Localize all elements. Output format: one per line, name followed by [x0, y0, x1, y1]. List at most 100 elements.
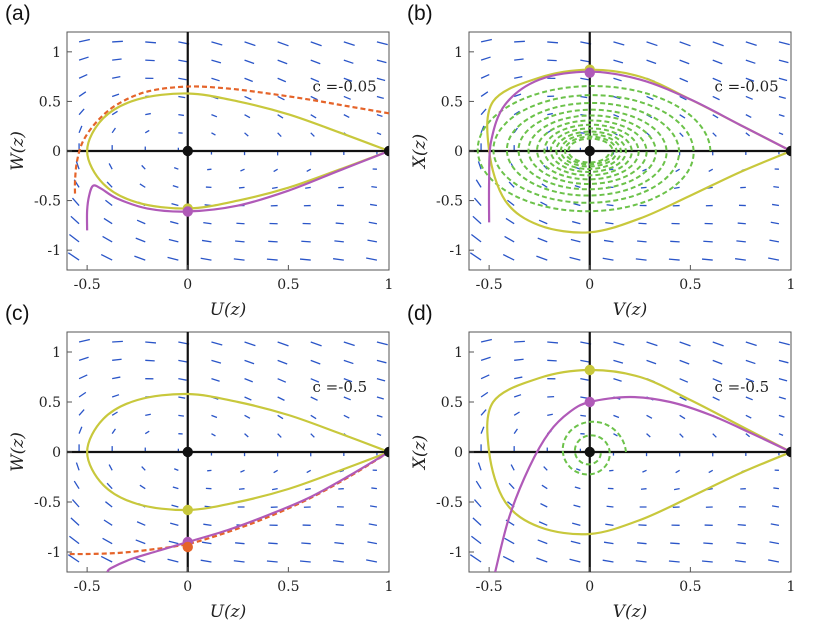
field-arrow [343, 378, 353, 383]
field-arrow [603, 541, 614, 545]
panel-label: (a) [5, 2, 31, 25]
field-arrow [78, 38, 90, 43]
equilibrium-point [785, 446, 791, 458]
field-arrow [745, 341, 757, 347]
field-arrow [170, 522, 179, 526]
field-arrow [271, 186, 278, 189]
field-arrow [111, 93, 120, 98]
panel-label: (b) [407, 2, 433, 25]
field-arrow [73, 480, 80, 490]
field-arrow [538, 219, 548, 225]
x-tick-label: -0.5 [476, 277, 503, 293]
homoclinic-loop-curve [86, 392, 389, 512]
unstable-manifold-curve [106, 451, 389, 572]
field-arrow [471, 535, 482, 545]
field-arrow [736, 541, 746, 545]
field-arrow [78, 108, 85, 116]
field-arrow [768, 559, 780, 563]
field-arrow [505, 217, 515, 225]
field-arrow [712, 132, 717, 137]
field-arrow [71, 197, 80, 206]
field-arrow [480, 409, 487, 416]
field-arrow [244, 341, 256, 347]
field-arrow [613, 341, 625, 346]
field-arrow [244, 114, 251, 119]
field-arrow [701, 258, 713, 261]
field-arrow [368, 523, 378, 526]
field-arrow [367, 541, 378, 545]
y-tick-label: 1 [52, 45, 61, 61]
field-arrow [603, 239, 614, 243]
field-arrow [547, 41, 559, 44]
field-arrow [343, 414, 350, 419]
field-arrow [238, 488, 245, 490]
field-arrow [745, 414, 752, 419]
y-axis-title: W(z) [8, 131, 28, 171]
field-arrow [135, 539, 146, 545]
field-arrow [310, 114, 317, 119]
field-arrow [646, 414, 653, 419]
field-arrow [78, 409, 85, 416]
panel-a: -0.5 0 0.5 1 -1 -0.5 0 0.5 1 U(z) W(z) c =-0.05 (a) [5, 2, 393, 320]
field-arrow [335, 524, 344, 526]
equilibrium-point [182, 206, 193, 217]
x-tick-label: 0 [183, 277, 192, 293]
field-arrow [78, 125, 83, 134]
y-tick-label: 0 [52, 445, 61, 461]
y-tick-label: -1 [47, 545, 61, 561]
homoclinic-loop-curve [486, 368, 791, 536]
field-arrow [112, 40, 123, 43]
field-arrow [504, 235, 515, 243]
field-arrow [541, 484, 548, 490]
field-arrow [310, 59, 321, 65]
field-arrow [640, 186, 647, 189]
x-tick-label: 0 [585, 579, 594, 595]
field-arrow [708, 168, 714, 172]
field-arrow [78, 391, 87, 398]
field-arrow [477, 161, 482, 170]
field-arrow [171, 203, 179, 207]
field-arrow [769, 541, 780, 545]
field-arrow [514, 340, 525, 343]
x-tick-label: 1 [787, 277, 796, 293]
field-arrow [173, 468, 179, 471]
field-arrow [745, 132, 751, 137]
equilibrium-point [584, 145, 595, 157]
y-tick-label: 1 [52, 345, 61, 361]
field-arrow [778, 396, 786, 400]
field-arrow [333, 258, 344, 261]
field-arrow [366, 559, 378, 563]
homoclinic-loop-curve [86, 92, 389, 210]
field-arrow [712, 77, 722, 83]
field-arrow [305, 488, 311, 491]
field-arrow [178, 113, 185, 117]
y-tick-label: -1 [449, 243, 463, 259]
field-arrow [575, 468, 581, 471]
field-arrow [139, 484, 146, 490]
field-arrow [574, 185, 581, 188]
parameter-annotation: c =-0.5 [715, 378, 770, 396]
y-tick-label: 0.5 [39, 94, 61, 110]
field-arrow [679, 59, 690, 65]
x-tick-label: -0.5 [74, 579, 101, 595]
x-axis-title: U(z) [210, 602, 247, 622]
field-arrow [712, 359, 723, 365]
field-arrow [514, 58, 524, 61]
field-arrow [173, 166, 179, 170]
field-arrow [547, 112, 553, 116]
field-arrow [244, 41, 256, 47]
field-arrow [480, 108, 487, 116]
field-arrow [703, 542, 713, 545]
field-arrow [745, 41, 757, 47]
field-arrow [112, 340, 123, 343]
field-arrow [510, 464, 515, 471]
y-tick-label: 0 [52, 144, 61, 160]
field-arrow [244, 95, 252, 101]
plot-area [67, 332, 389, 572]
field-arrow [473, 197, 482, 206]
field-arrow [475, 179, 482, 188]
field-arrow [580, 396, 588, 399]
field-arrow [69, 535, 80, 545]
field-arrow [203, 523, 212, 526]
